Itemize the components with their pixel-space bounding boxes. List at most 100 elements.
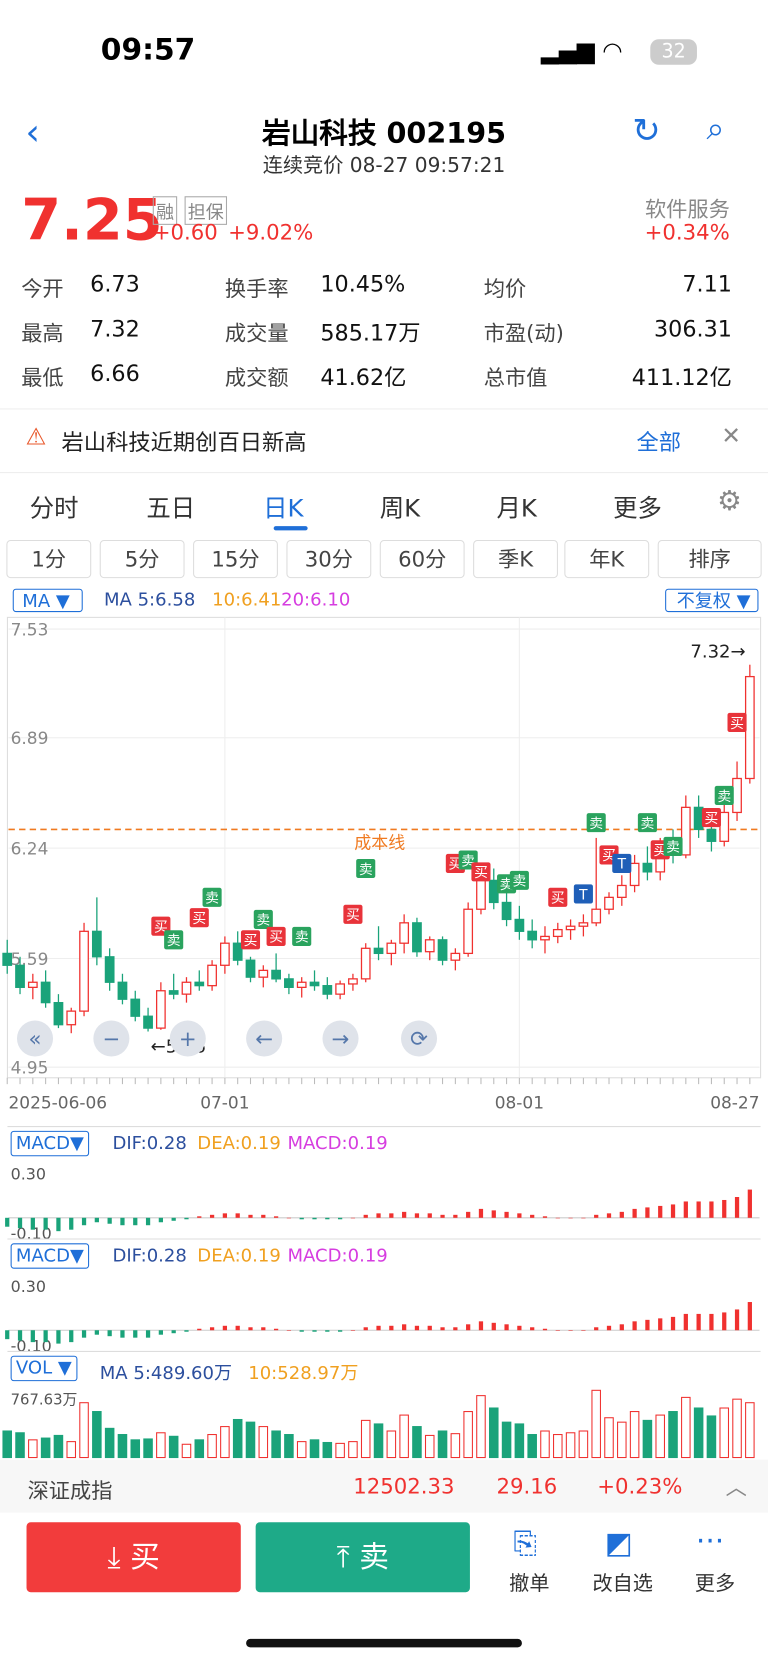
macd-bar: [197, 1216, 202, 1218]
buy-label: 买: [130, 1539, 160, 1575]
volume-bar: [668, 1411, 678, 1459]
period[interactable]: 排序: [657, 539, 762, 579]
signal-label: 买: [192, 911, 206, 927]
vol-dropdown[interactable]: VOL ▼: [10, 1355, 78, 1382]
tool[interactable]: 撤单: [509, 1572, 550, 1596]
sell-button[interactable]: ⤒ 卖: [255, 1522, 470, 1593]
period[interactable]: 60分: [379, 539, 465, 579]
macd-bar: [491, 1322, 496, 1331]
tab[interactable]: 分时: [29, 495, 79, 523]
signal-label: T: [617, 857, 627, 873]
index-bar[interactable]: [0, 1459, 768, 1513]
macd-bar: [670, 1204, 676, 1218]
x-tick-label: 07-01: [200, 1094, 249, 1114]
candle-body: [66, 1010, 77, 1026]
volume-bar: [79, 1402, 89, 1459]
volume-bar: [271, 1430, 281, 1459]
period[interactable]: 季K: [473, 539, 558, 579]
candle-body: [104, 956, 115, 983]
signal-badge: [189, 908, 209, 928]
signal-badge: [727, 712, 747, 732]
macd-bar: [299, 1330, 304, 1332]
tab[interactable]: 五日: [146, 495, 196, 523]
stat-value: 41.62亿: [320, 364, 407, 391]
y-tick-label: 6.24: [11, 839, 49, 859]
zoom-control[interactable]: ⟳: [400, 1020, 438, 1057]
macd-bar: [145, 1330, 151, 1338]
macd-bar: [594, 1214, 599, 1218]
macd-label: MACD: [15, 1245, 70, 1267]
macd-bar: [56, 1217, 61, 1232]
signal-badge: [701, 807, 721, 828]
signal-label: 卖: [167, 933, 181, 949]
more-icon: ···: [695, 1523, 725, 1559]
macd-dropdown[interactable]: MACD▼: [10, 1130, 90, 1157]
volume-bar: [156, 1432, 166, 1459]
stat-value: 306.31: [653, 316, 732, 342]
zoom-control[interactable]: →: [322, 1020, 359, 1057]
tool[interactable]: 改自选: [592, 1572, 653, 1596]
price: 7.25: [21, 186, 163, 254]
volume-bar: [360, 1419, 371, 1459]
ma-dropdown[interactable]: MA ▼: [12, 588, 83, 613]
macd-bar: [414, 1213, 420, 1218]
y-tick-label: 6.89: [11, 729, 49, 749]
y-tick-label: 767.63万: [11, 1390, 78, 1408]
signal-badge: [509, 870, 529, 890]
macd-bar: [235, 1325, 240, 1331]
candle-body: [693, 806, 704, 831]
macd-value: MACD:0.19: [287, 1245, 388, 1267]
volume-bar: [527, 1434, 537, 1459]
search-button[interactable]: ⌕: [706, 110, 725, 148]
battery: 32: [650, 39, 697, 65]
expand[interactable]: ︿: [725, 1474, 747, 1500]
candle-body: [591, 908, 602, 924]
signal-badge: [292, 926, 312, 946]
zoom-control[interactable]: −: [93, 1020, 130, 1057]
tab[interactable]: 更多: [613, 495, 662, 523]
signal-label: 卖: [717, 789, 731, 805]
macd-bar: [747, 1189, 752, 1218]
macd-bar: [542, 1216, 548, 1218]
refresh-button[interactable]: ↻: [632, 110, 661, 151]
tool[interactable]: 更多: [694, 1572, 736, 1596]
macd-bar: [376, 1213, 381, 1218]
stat-value: 6.66: [90, 360, 140, 387]
macd-bar: [517, 1325, 522, 1331]
period[interactable]: 15分: [193, 539, 278, 579]
notice-all[interactable]: 全部: [636, 429, 682, 456]
notice-text[interactable]: 岩山科技近期创百日新高: [61, 429, 307, 456]
adjust-dropdown[interactable]: 不复权 ▼: [665, 588, 759, 613]
tab[interactable]: 日K: [263, 495, 304, 523]
zoom-control[interactable]: +: [169, 1020, 206, 1057]
period[interactable]: 5分: [99, 539, 185, 579]
macd-dropdown[interactable]: MACD▼: [10, 1243, 90, 1269]
volume-bar: [488, 1407, 499, 1459]
period[interactable]: 年K: [564, 539, 650, 579]
period[interactable]: 1分: [6, 539, 92, 579]
period[interactable]: 30分: [286, 539, 372, 579]
candle-body: [335, 983, 346, 995]
macd-bar: [197, 1328, 202, 1331]
volume-bar: [130, 1439, 141, 1459]
macd-bar: [517, 1213, 522, 1218]
tab[interactable]: 周K: [379, 495, 421, 523]
clock: 09:57: [100, 31, 196, 67]
zoom-control[interactable]: «: [16, 1020, 54, 1057]
macd-bar: [261, 1327, 266, 1331]
back-button[interactable]: ‹: [25, 111, 40, 154]
macd-bar: [145, 1217, 151, 1226]
tab[interactable]: 月K: [496, 495, 537, 523]
buy-button[interactable]: ⤓ 买: [26, 1522, 241, 1593]
volume-bar: [693, 1407, 704, 1459]
macd-bar: [299, 1217, 304, 1220]
notice-close[interactable]: ✕: [721, 423, 741, 450]
signal-label: 买: [269, 930, 283, 946]
macd-bar: [69, 1217, 74, 1230]
zoom-control[interactable]: ←: [246, 1020, 283, 1057]
sector[interactable]: 软件服务: [644, 196, 730, 222]
macd-bar: [440, 1214, 445, 1218]
settings[interactable]: ⚙: [717, 485, 742, 518]
volume-bar: [28, 1439, 38, 1459]
candle-body: [348, 978, 358, 985]
